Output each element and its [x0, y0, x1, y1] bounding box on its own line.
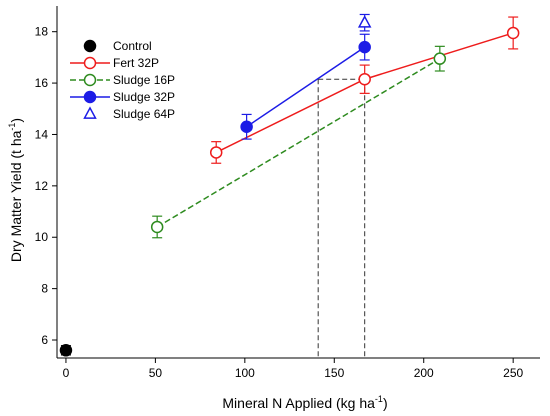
y-tick-label: 10 [35, 230, 49, 244]
legend-label: Sludge 64P [113, 107, 175, 121]
series-line [156, 58, 441, 228]
legend: Control Fert 32P Sludge 16P Sludge 32P Sludg… [70, 39, 175, 121]
y-tick-label: 8 [41, 282, 48, 296]
y-tick-label: 16 [35, 76, 49, 90]
data-point [59, 344, 73, 357]
legend-label: Sludge 16P [113, 73, 175, 87]
data-point [150, 220, 164, 234]
plot-frame [56, 6, 540, 359]
legend-item: Sludge 32P [70, 90, 175, 104]
series-layer [59, 13, 520, 357]
y-axis: 6 8 10 12 14 16 18 [35, 25, 57, 347]
legend-marker [83, 39, 97, 53]
legend-label: Control [113, 39, 152, 53]
x-tick-label: 100 [235, 366, 255, 380]
data-point [358, 40, 371, 54]
y-tick-label: 6 [41, 333, 48, 347]
y-tick-label: 18 [35, 25, 49, 39]
series-fert-32p [209, 16, 520, 164]
x-tick-label: 150 [324, 366, 344, 380]
legend-marker [83, 73, 97, 87]
x-tick-label: 0 [63, 366, 70, 380]
x-axis-title-sup: -1 [375, 394, 383, 404]
legend-label: Sludge 32P [113, 90, 175, 104]
legend-item: Sludge 16P [70, 73, 175, 87]
x-tick-label: 50 [149, 366, 163, 380]
data-point [506, 26, 520, 40]
series-sludge-16p [150, 45, 447, 239]
legend-label: Fert 32P [113, 56, 159, 70]
x-axis-title: Mineral N Applied (kg ha-1) [222, 394, 387, 411]
legend-marker [83, 106, 97, 119]
x-tick-label: 200 [414, 366, 434, 380]
legend-item: Fert 32P [70, 56, 159, 70]
data-point [357, 15, 372, 28]
y-tick-label: 12 [35, 179, 49, 193]
series-line [246, 46, 366, 128]
legend-marker [83, 90, 97, 104]
data-point [433, 52, 447, 65]
reference-lines [317, 78, 366, 358]
legend-item: Sludge 64P [83, 106, 175, 121]
x-axis: 0 50 100 150 200 250 [63, 358, 523, 380]
series-sludge-32p [240, 33, 371, 140]
data-point [240, 120, 253, 134]
series-sludge-64p [357, 13, 372, 32]
y-axis-title: Dry Matter Yield (t ha-1) [7, 118, 24, 262]
legend-item: Control [83, 39, 152, 53]
y-axis-title-sup: -1 [7, 123, 17, 131]
x-tick-label: 250 [503, 366, 523, 380]
legend-marker [83, 56, 97, 70]
y-tick-label: 14 [35, 127, 49, 141]
data-point [358, 72, 371, 86]
data-point [209, 146, 223, 159]
series-control [59, 344, 73, 357]
